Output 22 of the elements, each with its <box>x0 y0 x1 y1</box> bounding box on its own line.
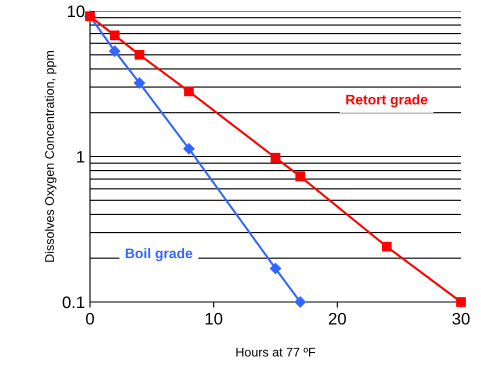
point <box>134 50 144 60</box>
text: Boil grade <box>126 248 192 262</box>
point <box>294 296 306 308</box>
point <box>270 152 280 163</box>
y-axis-title: Dissolves Oxygen Concentration, ppm <box>44 51 56 262</box>
point <box>382 242 392 252</box>
point <box>295 172 306 182</box>
x-tick-label: 0 <box>86 312 94 325</box>
point <box>184 86 194 96</box>
x-axis-title: Hours at 77 ºF <box>236 348 316 357</box>
y-tick-label: 0.1 <box>62 296 84 308</box>
x-tick-label: 30 <box>452 312 470 325</box>
text: Retort grade <box>346 94 428 108</box>
x-tick-label: 20 <box>328 312 346 325</box>
x-tick-label: 10 <box>206 312 222 325</box>
point <box>109 46 120 57</box>
point <box>270 262 282 274</box>
point <box>183 143 195 154</box>
y-tick-label: 1 <box>77 151 84 163</box>
y-tick-label: 10 <box>68 5 84 18</box>
point <box>110 30 120 40</box>
point <box>134 77 146 89</box>
